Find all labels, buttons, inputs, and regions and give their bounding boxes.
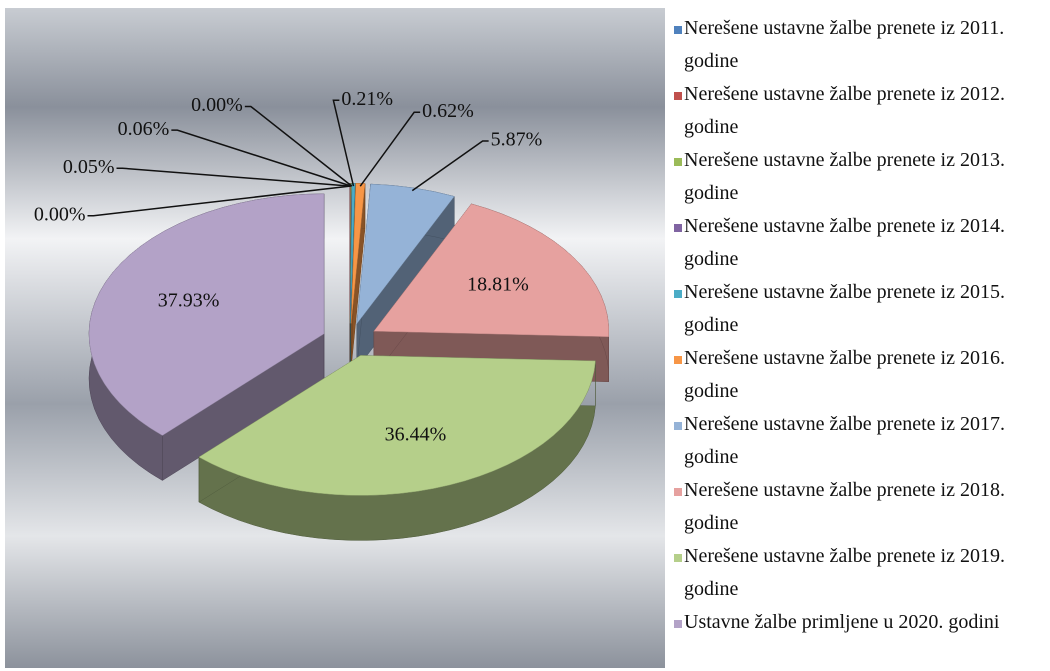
value-label: 36.44% xyxy=(385,423,447,445)
value-label: 18.81% xyxy=(467,273,529,295)
leader-line xyxy=(171,129,352,187)
legend-item: Nerešene ustavne žalbe prenete iz 2016. … xyxy=(672,342,1044,408)
legend-swatch xyxy=(674,422,682,430)
leader-line xyxy=(359,111,421,187)
legend-item: Nerešene ustavne žalbe prenete iz 2017. … xyxy=(672,408,1044,474)
legend-item: Ustavne žalbe primljene u 2020. godini xyxy=(672,606,1044,639)
legend-label: Nerešene ustavne žalbe prenete iz 2014. … xyxy=(684,215,1005,270)
legend-label: Ustavne žalbe primljene u 2020. godini xyxy=(684,611,1000,633)
legend-swatch xyxy=(674,290,682,298)
leader-line xyxy=(87,185,351,217)
value-label: 5.87% xyxy=(491,129,543,151)
value-label: 37.93% xyxy=(158,289,220,311)
legend-swatch xyxy=(674,356,682,364)
slice xyxy=(356,183,455,325)
legend-label: Nerešene ustavne žalbe prenete iz 2013. … xyxy=(684,149,1005,204)
slice xyxy=(88,193,325,436)
legend-item: Nerešene ustavne žalbe prenete iz 2018. … xyxy=(672,474,1044,540)
legend-item: Nerešene ustavne žalbe prenete iz 2015. … xyxy=(672,276,1044,342)
slice xyxy=(198,355,596,496)
legend-swatch xyxy=(674,488,682,496)
legend-swatch xyxy=(674,620,682,628)
slice xyxy=(350,183,366,324)
legend-label: Nerešene ustavne žalbe prenete iz 2011. … xyxy=(684,17,1005,72)
legend-label: Nerešene ustavne žalbe prenete iz 2018. … xyxy=(684,479,1005,534)
value-label: 0.00% xyxy=(34,203,86,225)
legend-swatch xyxy=(674,224,682,232)
value-label: 0.00% xyxy=(191,94,243,116)
legend-label: Nerešene ustavne žalbe prenete iz 2019. … xyxy=(684,545,1005,600)
legend-label: Nerešene ustavne žalbe prenete iz 2015. … xyxy=(684,281,1005,336)
value-label: 0.05% xyxy=(63,156,115,178)
legend-swatch xyxy=(674,26,682,34)
legend-swatch xyxy=(674,554,682,562)
leader-line xyxy=(411,140,489,192)
legend-item: Nerešene ustavne žalbe prenete iz 2013. … xyxy=(672,144,1044,210)
legend-item: Nerešene ustavne žalbe prenete iz 2014. … xyxy=(672,210,1044,276)
legend-label: Nerešene ustavne žalbe prenete iz 2017. … xyxy=(684,413,1005,468)
legend: Nerešene ustavne žalbe prenete iz 2011. … xyxy=(672,12,1044,639)
legend-item: Nerešene ustavne žalbe prenete iz 2019. … xyxy=(672,540,1044,606)
legend-label: Nerešene ustavne žalbe prenete iz 2012. … xyxy=(684,83,1005,138)
value-label: 0.21% xyxy=(341,88,393,110)
legend-background xyxy=(665,8,1045,668)
legend-swatch xyxy=(674,92,682,100)
leader-line xyxy=(116,167,351,187)
legend-swatch xyxy=(674,158,682,166)
legend-label: Nerešene ustavne žalbe prenete iz 2016. … xyxy=(684,347,1005,402)
value-label: 0.06% xyxy=(118,118,170,140)
value-label: 0.62% xyxy=(422,100,474,122)
leader-line xyxy=(244,105,353,187)
legend-item: Nerešene ustavne žalbe prenete iz 2012. … xyxy=(672,78,1044,144)
legend-item: Nerešene ustavne žalbe prenete iz 2011. … xyxy=(672,12,1044,78)
leader-line xyxy=(332,99,355,187)
slice xyxy=(373,203,610,337)
